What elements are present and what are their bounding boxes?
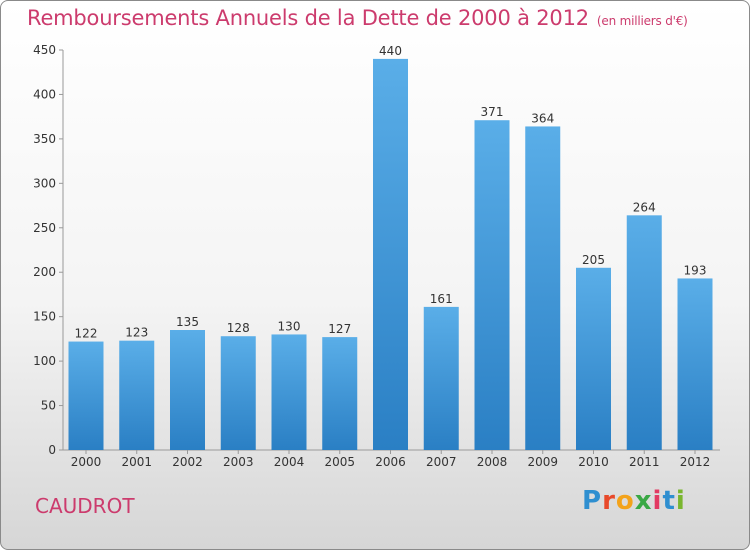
data-label: 264 <box>633 200 656 214</box>
data-label: 161 <box>430 292 453 306</box>
bar <box>474 120 510 450</box>
bar <box>322 337 358 450</box>
bar <box>373 58 408 451</box>
y-tick-label: 300 <box>33 176 56 190</box>
proxiti-logo: Proxiti <box>582 486 686 516</box>
x-tick-label: 2011 <box>629 455 660 469</box>
bar <box>677 278 713 450</box>
x-tick-label: 2001 <box>121 455 152 469</box>
data-label: 371 <box>481 105 504 119</box>
y-tick-label: 400 <box>33 87 56 101</box>
bar <box>68 341 104 450</box>
x-tick-label: 2003 <box>223 455 254 469</box>
data-label: 205 <box>582 253 605 267</box>
data-label: 130 <box>278 319 301 333</box>
x-tick-label: 2006 <box>375 455 406 469</box>
data-label: 128 <box>227 321 250 335</box>
data-label: 135 <box>176 315 199 329</box>
bar <box>220 336 256 450</box>
y-tick-label: 250 <box>33 221 56 235</box>
chart-title-text: Remboursements Annuels de la Dette de 20… <box>27 6 589 30</box>
x-tick-label: 2004 <box>274 455 305 469</box>
bar <box>170 330 205 450</box>
data-label: 122 <box>75 327 98 341</box>
y-tick-label: 350 <box>33 132 56 146</box>
data-label: 364 <box>531 111 554 125</box>
bar <box>576 267 611 450</box>
y-tick-label: 50 <box>41 399 56 413</box>
commune-name: CAUDROT <box>35 494 135 518</box>
y-tick-label: 0 <box>48 443 56 457</box>
x-tick-label: 2007 <box>426 455 457 469</box>
x-tick-label: 2000 <box>71 455 102 469</box>
data-label: 127 <box>328 322 351 336</box>
y-tick-label: 150 <box>33 310 56 324</box>
bar <box>626 215 662 450</box>
data-label: 440 <box>379 44 402 58</box>
x-tick-label: 2005 <box>324 455 355 469</box>
data-label: 123 <box>125 326 148 340</box>
x-tick-label: 2010 <box>578 455 609 469</box>
data-label: 193 <box>684 263 707 277</box>
y-tick-label: 200 <box>33 265 56 279</box>
x-tick-label: 2008 <box>477 455 508 469</box>
chart-subtitle: (en milliers d'€) <box>596 14 688 28</box>
y-tick-label: 450 <box>33 43 56 57</box>
bar <box>423 306 459 450</box>
x-tick-label: 2002 <box>172 455 203 469</box>
bar <box>525 126 561 450</box>
bar <box>119 340 155 450</box>
chart-title: Remboursements Annuels de la Dette de 20… <box>27 6 688 30</box>
x-tick-label: 2009 <box>527 455 558 469</box>
y-tick-label: 100 <box>33 354 56 368</box>
x-tick-label: 2012 <box>680 455 711 469</box>
bar <box>271 334 307 450</box>
